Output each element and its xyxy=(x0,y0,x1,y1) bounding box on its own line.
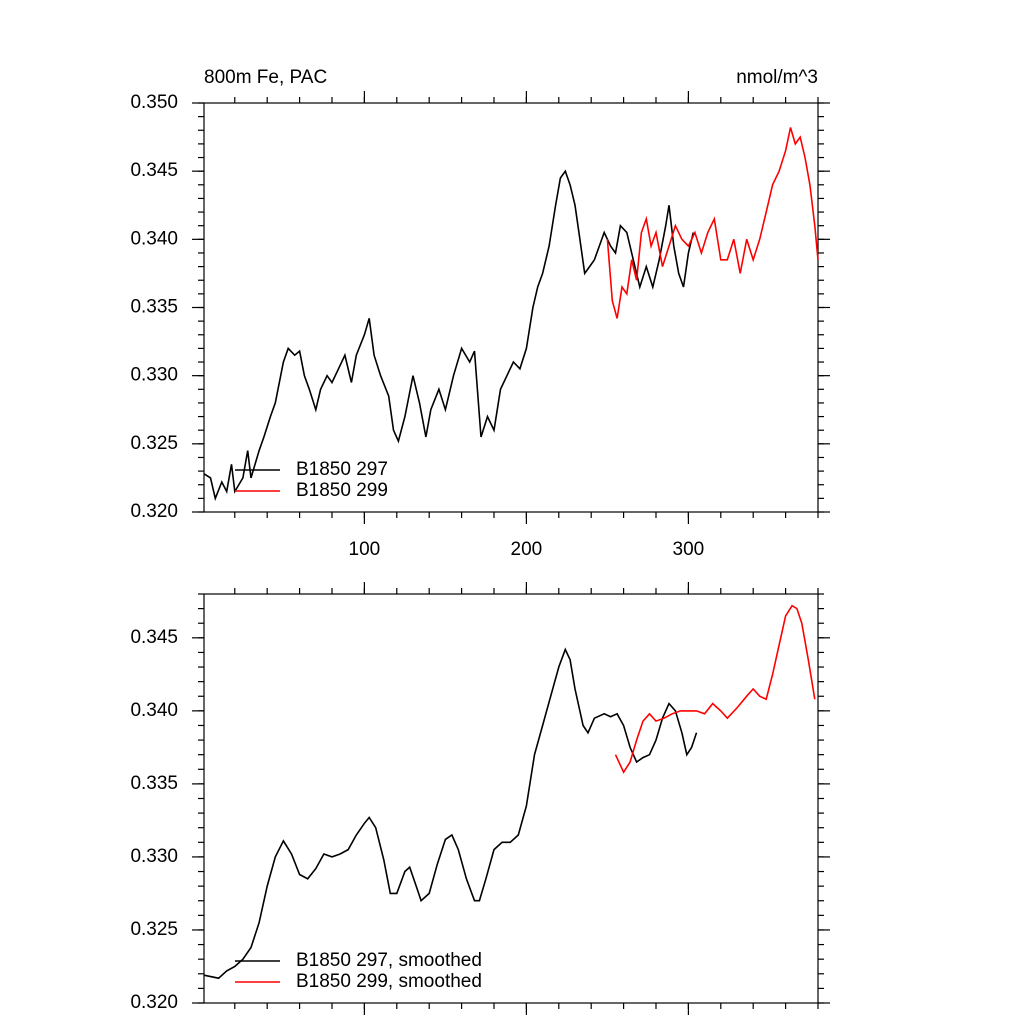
x-tick-label: 100 xyxy=(349,539,381,560)
chart-title: 800m Fe, PAC xyxy=(204,67,327,88)
plot-frame xyxy=(203,102,819,513)
legend-label: B1850 299 xyxy=(296,480,388,501)
y-tick-label: 0.330 xyxy=(130,846,178,867)
legend-label: B1850 299, smoothed xyxy=(296,971,482,992)
data-line xyxy=(203,169,695,502)
data-line xyxy=(203,647,698,980)
y-tick-label: 0.345 xyxy=(130,627,178,648)
y-tick-label: 0.335 xyxy=(130,773,178,794)
y-tick-label: 0.345 xyxy=(130,160,178,181)
y-tick-label: 0.325 xyxy=(130,433,178,454)
units-label: nmol/m^3 xyxy=(736,67,818,88)
y-tick-label: 0.320 xyxy=(130,501,178,522)
y-tick-label: 0.340 xyxy=(130,228,178,249)
data-line xyxy=(614,604,816,774)
legend-label: B1850 297, smoothed xyxy=(296,950,482,971)
y-tick-label: 0.325 xyxy=(130,919,178,940)
y-tick-label: 0.320 xyxy=(130,992,178,1013)
data-line xyxy=(606,127,819,319)
x-tick-label: 200 xyxy=(511,539,543,560)
y-tick-label: 0.335 xyxy=(130,297,178,318)
y-tick-label: 0.340 xyxy=(130,700,178,721)
y-tick-label: 0.350 xyxy=(130,92,178,113)
x-tick-label: 300 xyxy=(673,539,705,560)
legend-label: B1850 297 xyxy=(296,459,388,480)
plot-frame xyxy=(203,593,819,1004)
y-tick-label: 0.330 xyxy=(130,365,178,386)
